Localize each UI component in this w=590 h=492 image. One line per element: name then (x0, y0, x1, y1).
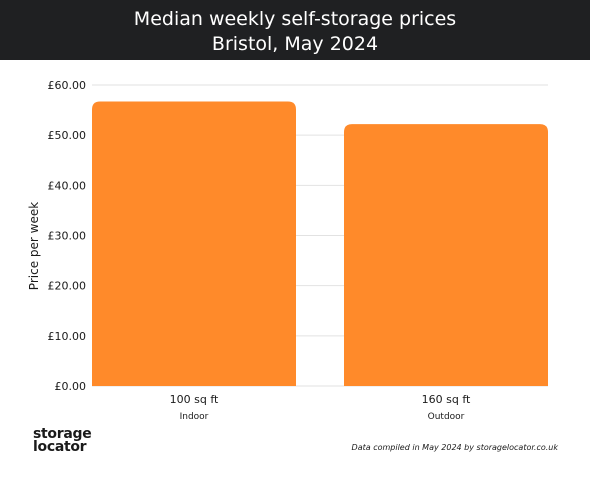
y-tick-label: £40.00 (48, 179, 87, 192)
storagelocator-logo: storage locator (33, 426, 92, 455)
y-tick-label: £20.00 (48, 280, 87, 293)
x-category-sublabel: Outdoor (428, 412, 465, 422)
source-note: Data compiled in May 2024 by storageloca… (351, 443, 558, 452)
logo-line-2: locator (33, 439, 87, 455)
y-tick-label: £50.00 (48, 129, 87, 142)
bar-0 (92, 101, 296, 387)
y-axis-label: Price per week (27, 202, 41, 290)
y-tick-label: £10.00 (48, 330, 87, 343)
bars (92, 101, 548, 387)
y-tick-label: £60.00 (48, 79, 87, 92)
bar-1 (344, 124, 548, 386)
chart-title: Median weekly self-storage prices (133, 8, 457, 30)
y-axis-ticks: £0.00 £10.00 £20.00 £30.00 £40.00 £50.00 £60.0… (48, 79, 87, 393)
chart-header: Median weekly self-storage prices Bristo… (0, 0, 590, 60)
y-tick-label: £30.00 (48, 230, 87, 243)
chart-subtitle: Bristol, May 2024 (211, 33, 379, 55)
y-tick-label: £0.00 (55, 380, 87, 393)
x-category-label: 100 sq ft (170, 393, 219, 406)
x-axis-categories: 100 sq ft Indoor 160 sq ft Outdoor (170, 393, 471, 422)
x-category-label: 160 sq ft (422, 393, 471, 406)
x-category-sublabel: Indoor (180, 412, 209, 422)
logo-line-1: storage (33, 426, 92, 442)
